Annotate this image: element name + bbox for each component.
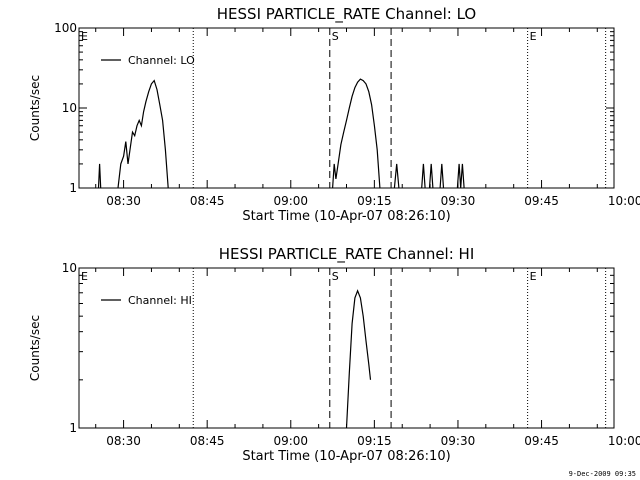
footer-timestamp: 9-Dec-2009 09:35 [568, 470, 636, 478]
x-tick-label: 09:00 [273, 194, 308, 208]
data-series-segment-1 [97, 163, 102, 188]
y-tick-label: 100 [54, 21, 77, 35]
chart-title: HESSI PARTICLE_RATE Channel: LO [217, 5, 476, 24]
event-marker-label: S [332, 30, 339, 43]
x-axis-label: Start Time (10-Apr-07 08:26:10) [242, 449, 450, 464]
y-tick-label: 1 [69, 421, 77, 435]
x-tick-label: 08:30 [106, 194, 141, 208]
chart-panel-1: HESSI PARTICLE_RATE Channel: LO 1 10 100 08:… [28, 5, 640, 224]
event-marker-label: E [81, 270, 88, 283]
x-tick-label: 09:15 [357, 434, 392, 448]
x-tick-label: 09:30 [441, 194, 476, 208]
x-tick-label: 10:00 [608, 434, 640, 448]
legend-label: Channel: LO [128, 54, 195, 67]
x-tick-label: 09:00 [273, 434, 308, 448]
data-series-segment-1 [345, 289, 372, 428]
y-axis-label: Counts/sec [28, 75, 42, 141]
x-tick-label: 08:45 [190, 434, 225, 448]
data-series-segment-2 [117, 79, 169, 188]
y-tick-label: 1 [69, 181, 77, 195]
x-tick-label: 09:30 [441, 434, 476, 448]
event-marker-label: S [332, 270, 339, 283]
chart-panel-2: HESSI PARTICLE_RATE Channel: HI 1 10 08:30 0… [28, 245, 640, 464]
event-marker-label: E [81, 30, 88, 43]
data-series-segment-8 [456, 163, 465, 188]
data-series-segment-7 [439, 163, 445, 188]
event-marker-label: E [530, 270, 537, 283]
data-series-segment-3 [332, 78, 381, 188]
x-tick-label: 09:45 [524, 194, 559, 208]
y-tick-label: 10 [62, 101, 77, 115]
y-tick-label: 10 [62, 261, 77, 275]
event-marker-label: E [530, 30, 537, 43]
x-tick-label: 08:45 [190, 194, 225, 208]
legend-label: Channel: HI [128, 294, 192, 307]
data-series-segment-5 [421, 163, 426, 188]
x-tick-label: 10:00 [608, 194, 640, 208]
plot-frame [78, 27, 615, 189]
x-axis-label: Start Time (10-Apr-07 08:26:10) [242, 209, 450, 224]
y-axis-label: Counts/sec [28, 315, 42, 381]
chart-title: HESSI PARTICLE_RATE Channel: HI [219, 245, 475, 264]
x-tick-label: 09:45 [524, 434, 559, 448]
data-series-segment-6 [428, 163, 434, 188]
x-tick-label: 09:15 [357, 194, 392, 208]
plot-frame [78, 267, 615, 429]
x-tick-label: 08:30 [106, 434, 141, 448]
data-series-segment-4 [393, 163, 400, 188]
